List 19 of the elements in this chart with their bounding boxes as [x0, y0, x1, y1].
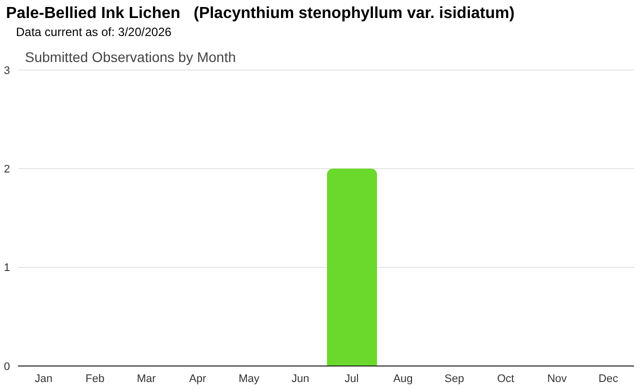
- x-tick-label: May: [238, 372, 260, 385]
- y-tick-label: 3: [4, 64, 10, 77]
- y-tick-label: 2: [4, 164, 10, 176]
- x-tick-label: Dec: [598, 372, 619, 385]
- y-tick-label: 0: [4, 360, 10, 373]
- x-tick-label: Oct: [497, 372, 514, 385]
- chart-subtitle: Data current as of: 3/20/2026: [16, 25, 172, 39]
- y-tick-label: 1: [4, 262, 10, 274]
- x-tick-label: Feb: [86, 372, 104, 385]
- x-tick-label: Aug: [393, 372, 413, 385]
- x-tick-label: Apr: [189, 372, 207, 385]
- x-tick-label: Sep: [444, 372, 464, 385]
- x-tick-label: Jan: [34, 372, 53, 385]
- x-tick-label: Jun: [291, 372, 310, 385]
- x-tick-label: Mar: [136, 372, 156, 385]
- x-tick-label: Jul: [344, 372, 359, 385]
- chart-title: Pale-Bellied Ink Lichen (Placynthium stenophyllum var. isidiatum): [6, 5, 515, 23]
- text: Submitted Observations by Month: [25, 49, 236, 65]
- x-tick-label: Nov: [547, 372, 568, 385]
